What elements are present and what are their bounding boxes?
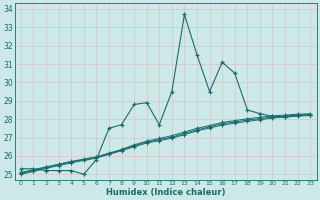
- X-axis label: Humidex (Indice chaleur): Humidex (Indice chaleur): [106, 188, 225, 197]
